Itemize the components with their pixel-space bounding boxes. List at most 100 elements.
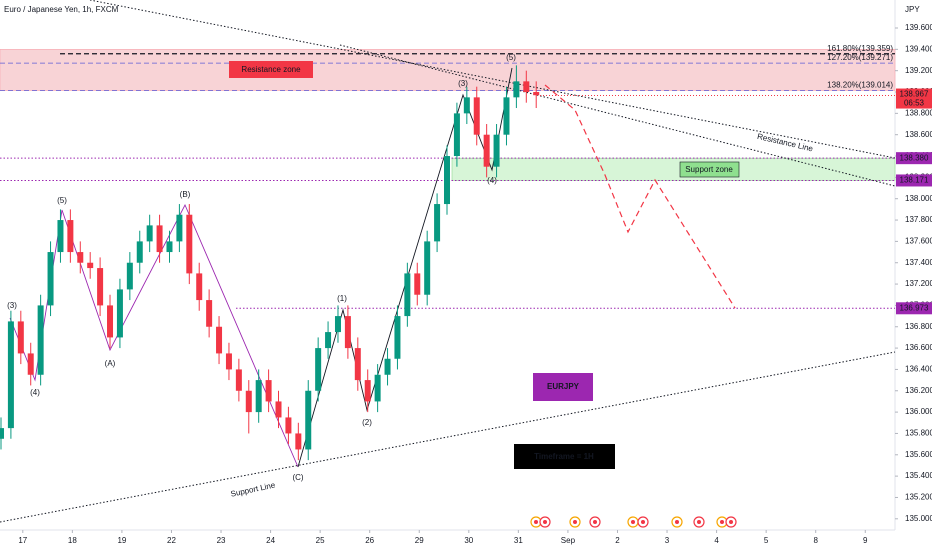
event-icon-dot [641,520,645,524]
candle-body [265,380,272,402]
candle-body [107,305,114,338]
candle-body [334,316,341,333]
y-tick-label: 137.800 [905,215,932,224]
candle-body [37,305,44,375]
x-tick-label: 4 [714,536,719,545]
symbol-label: EURJPY [547,382,580,391]
wave-abc [9,203,299,468]
y-tick-label: 139.200 [905,66,932,75]
candle-body [503,97,510,135]
candle-body [344,316,351,349]
wave-label: (A) [105,359,116,368]
resistance-line-label: Resistance Line [756,132,814,154]
wave-label: (B) [180,190,191,199]
y-tick-label: 138.600 [905,130,932,139]
candle-body [533,92,540,96]
candle-body [325,332,332,349]
x-tick-label: 30 [464,536,473,545]
x-tick-label: 17 [18,536,27,545]
fib-label: 138.20%(139.014) [827,81,893,90]
level-tag-label: 136.973 [900,303,929,312]
candle-body [374,374,381,402]
wave-label: (1) [337,294,347,303]
candle-body [354,348,361,381]
candle-body [176,214,183,242]
level-tag [896,174,932,187]
level-tag [896,302,932,315]
candle-body [166,241,173,253]
x-tick-label: 29 [415,536,424,545]
resistance-line [89,0,896,159]
wave-label: (3) [458,79,468,88]
candle-body [434,204,441,242]
candle-body [513,81,520,98]
candle-body [186,214,193,274]
wave-label: (C) [292,473,303,482]
candle-body [493,134,500,167]
wave-label: (4) [487,176,497,185]
event-icon-dot [543,520,547,524]
x-tick-label: 19 [117,536,126,545]
timeframe-box [514,444,615,469]
candle-body [216,326,223,354]
candle-body [483,134,490,167]
candle-body [245,390,252,413]
candle-body [235,369,242,391]
event-icon-dot [729,520,733,524]
x-tick-label: 18 [68,536,77,545]
level-tag-label: 138.171 [900,176,929,185]
wave-impulse [297,67,513,468]
candle-body [444,156,451,205]
event-icon-dot [675,520,679,524]
candle-body [295,433,302,450]
x-tick-label: 3 [665,536,670,545]
candle-body [126,262,133,290]
candle-body [7,321,14,429]
projection [544,84,736,309]
fib-label: 161.80%(139.359) [827,44,893,53]
support-zone-label: Support zone [685,165,733,174]
candle-body [156,225,163,253]
candle-body [47,252,54,306]
candle-body [473,97,480,135]
candle-body [523,81,530,93]
candle-body [404,273,411,317]
event-icon-dot [534,520,538,524]
level-tag-label: 138.380 [900,153,929,162]
support-zone-box [679,161,740,178]
y-tick-label: 135.400 [905,471,932,480]
event-icon-dot [573,520,577,524]
candle-body [116,289,123,338]
symbol-box [533,373,593,401]
y-tick-label: 136.400 [905,365,932,374]
resistance-zone-label: Resistance zone [241,65,301,74]
y-tick-label: 135.000 [905,514,932,523]
candle-body [275,401,282,418]
y-tick-label: 136.600 [905,343,932,352]
x-tick-label: 26 [365,536,374,545]
x-tick-label: 23 [217,536,226,545]
last-price-tag [896,88,932,109]
candle-body [146,225,153,242]
support-line [0,351,896,523]
resistance-zone-box [229,61,313,78]
candle-body [87,262,94,269]
candle-body [206,300,213,327]
wave-label: (4) [30,388,40,397]
event-icon-dot [631,520,635,524]
last-price-label: 138.967 [900,90,929,99]
event-icon-dot [593,520,597,524]
y-tick-label: 139.400 [905,44,932,53]
y-tick-label: 135.800 [905,429,932,438]
candle-body [77,252,84,263]
wave-label: (3) [7,301,17,310]
x-tick-label: 8 [813,536,818,545]
x-tick-label: 31 [514,536,523,545]
fib-label: 127.20%(139.271) [827,53,893,62]
candle-body [255,380,262,413]
candle-body [285,417,292,434]
candle-body [57,220,64,253]
support-line-label: Support Line [230,480,277,498]
candle-body [136,241,143,263]
